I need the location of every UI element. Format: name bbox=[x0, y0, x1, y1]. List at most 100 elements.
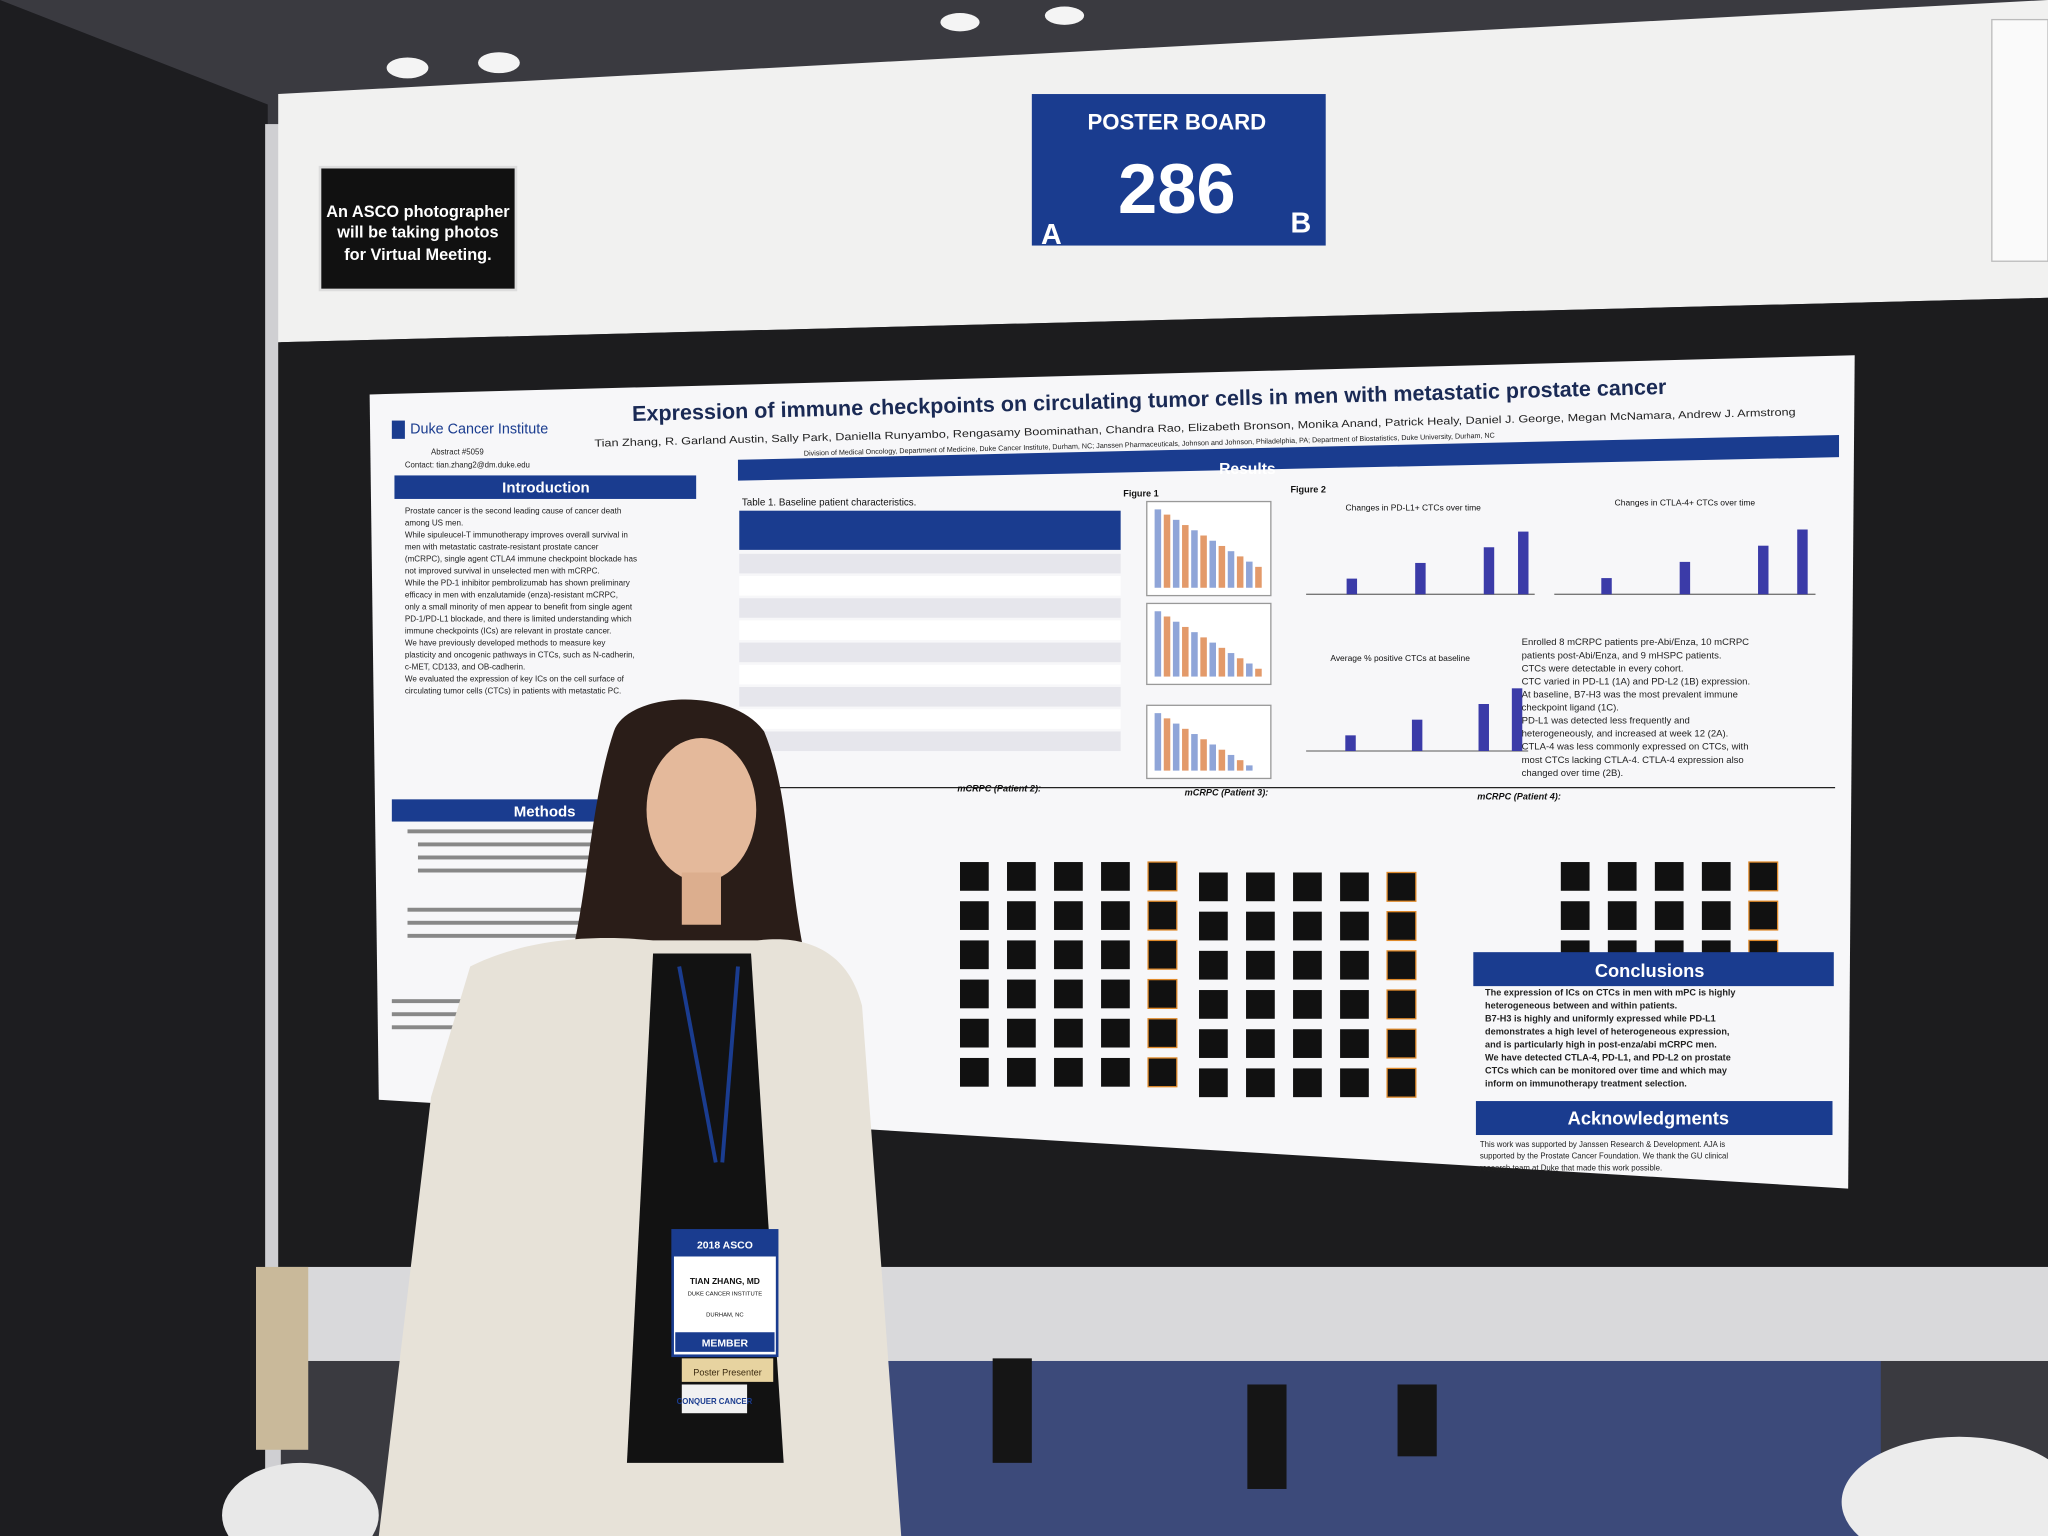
figure-shape bbox=[1191, 734, 1198, 771]
text-line bbox=[407, 920, 591, 925]
cell-image bbox=[1340, 950, 1369, 980]
cell-image bbox=[1101, 979, 1130, 1009]
figure-shape bbox=[1518, 531, 1529, 595]
abstract-number: Abstract #5059 bbox=[431, 448, 484, 457]
cell-image bbox=[1147, 1057, 1178, 1088]
cell-image bbox=[1340, 990, 1369, 1019]
cell-image bbox=[1246, 1068, 1275, 1098]
figure-shape bbox=[1200, 535, 1207, 588]
figure-shape bbox=[1209, 744, 1216, 771]
section-heading: Conclusions bbox=[1595, 960, 1705, 981]
cell-image bbox=[1293, 1029, 1322, 1058]
cell-image bbox=[1340, 911, 1369, 941]
badge-org: DUKE CANCER INSTITUTE bbox=[688, 1292, 763, 1298]
cell-image bbox=[1386, 950, 1417, 981]
figure-shape bbox=[1236, 760, 1244, 771]
text-line bbox=[407, 907, 591, 912]
cell-image bbox=[1007, 940, 1036, 970]
figure-shape bbox=[1246, 765, 1253, 771]
text-line: demonstrates a high level of heterogeneo… bbox=[1485, 1026, 1729, 1036]
table-row bbox=[739, 731, 1121, 752]
ribbon-text: Poster Presenter bbox=[693, 1367, 761, 1377]
figure-shape bbox=[1227, 551, 1235, 588]
cell-image bbox=[1293, 950, 1322, 980]
text-line: B7-H3 is highly and uniformly expressed … bbox=[1485, 1013, 1716, 1023]
cell-image bbox=[1007, 862, 1036, 891]
cell-image bbox=[960, 1057, 989, 1087]
table-body bbox=[739, 553, 1121, 752]
table-row bbox=[739, 620, 1121, 640]
cell-image bbox=[1101, 1057, 1130, 1087]
cell-image bbox=[1340, 1068, 1369, 1098]
cell-image bbox=[1147, 978, 1178, 1009]
table-row bbox=[739, 642, 1121, 663]
left-wall bbox=[0, 0, 268, 1536]
table-caption: Table 1. Baseline patient characteristic… bbox=[742, 497, 917, 508]
text-line: efficacy in men with enzalutamide (enza)… bbox=[405, 590, 618, 599]
chair bbox=[1841, 1436, 2048, 1536]
cell-image bbox=[1607, 901, 1637, 930]
badge-header bbox=[672, 1230, 778, 1257]
cell-image bbox=[1560, 862, 1590, 891]
ack-text: This work was supported by Janssen Resea… bbox=[1480, 1140, 1729, 1173]
text-line: CTCs which can be monitored over time an… bbox=[1485, 1066, 1728, 1076]
lanyard bbox=[720, 966, 740, 1163]
cell-image bbox=[1007, 901, 1036, 930]
table-row bbox=[739, 687, 1121, 707]
figure-shape bbox=[1200, 637, 1207, 677]
cell-image bbox=[1054, 862, 1083, 891]
figure-shape bbox=[1154, 713, 1162, 771]
cell-image bbox=[1101, 862, 1130, 891]
cell-image bbox=[960, 862, 989, 891]
cell-image bbox=[1054, 979, 1083, 1009]
text-line bbox=[391, 1025, 471, 1030]
results-text: Enrolled 8 mCRPC patients pre-Abi/Enza, … bbox=[1522, 637, 1750, 779]
cell-image bbox=[1386, 1067, 1417, 1098]
figure-shape bbox=[1255, 668, 1262, 677]
intro-text: Prostate cancer is the second leading ca… bbox=[405, 506, 637, 695]
figure-shape bbox=[1345, 735, 1356, 752]
cell-image bbox=[1654, 901, 1684, 930]
section-heading: Methods bbox=[514, 803, 576, 820]
text-line bbox=[407, 933, 591, 938]
section-heading: Introduction bbox=[502, 479, 590, 496]
cell-image bbox=[1246, 990, 1275, 1019]
text-line bbox=[417, 868, 588, 873]
text-line: CTC varied in PD-L1 (1A) and PD-L2 (1B) … bbox=[1522, 676, 1750, 687]
cell-image bbox=[1560, 901, 1590, 930]
figures bbox=[1146, 500, 1816, 780]
figure-shape bbox=[1209, 642, 1216, 677]
text-line bbox=[391, 999, 471, 1004]
cell-image bbox=[1101, 1018, 1130, 1048]
side-label: B bbox=[1290, 207, 1311, 239]
text-line: plasticity and oncogenic pathways in CTC… bbox=[405, 651, 635, 660]
figure-shape bbox=[1218, 749, 1226, 771]
text-line: While the PD-1 inhibitor pembrolizumab h… bbox=[405, 578, 631, 587]
table-row bbox=[739, 553, 1121, 574]
cell-image bbox=[1199, 911, 1228, 941]
frame-pole bbox=[265, 124, 281, 1536]
cell-image bbox=[960, 901, 989, 930]
text-line: PD-1/PD-L1 blockade, and there is limite… bbox=[405, 614, 632, 623]
face bbox=[646, 737, 757, 882]
badge-city: DURHAM, NC bbox=[706, 1313, 744, 1319]
ribbon-text: CONQUER CANCER bbox=[677, 1397, 753, 1406]
institute: Duke Cancer Institute bbox=[410, 422, 548, 438]
figure-shape bbox=[1797, 529, 1808, 595]
figure-shape bbox=[1246, 663, 1253, 677]
text-line bbox=[391, 1012, 471, 1017]
figure-shape bbox=[1246, 561, 1253, 588]
text-line: supported by the Prostate Cancer Foundat… bbox=[1480, 1152, 1729, 1161]
section-bar bbox=[394, 475, 697, 499]
text-line: research team at Duke that made this wor… bbox=[1480, 1163, 1662, 1172]
cell-images bbox=[960, 861, 1779, 1098]
cell-image bbox=[1147, 900, 1178, 931]
chair bbox=[222, 1462, 379, 1536]
text-line: While sipuleucel-T immunotherapy improve… bbox=[405, 530, 628, 539]
conclusions-text: The expression of ICs on CTCs in men wit… bbox=[1485, 987, 1736, 1088]
figure-shape bbox=[1200, 739, 1207, 771]
figure-shape bbox=[1182, 525, 1189, 588]
cell-image bbox=[1007, 1018, 1036, 1048]
cell-image bbox=[1293, 911, 1322, 941]
figure-label: Changes in PD-L1+ CTCs over time bbox=[1346, 503, 1482, 513]
